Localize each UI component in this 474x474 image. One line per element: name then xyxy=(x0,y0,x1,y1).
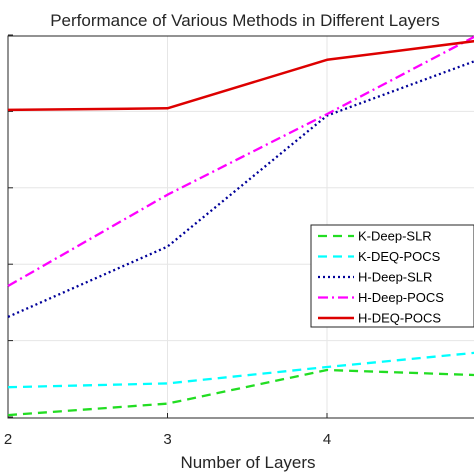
series-line-h-deep-slr xyxy=(7,60,474,318)
x-tick-label: 4 xyxy=(323,431,331,448)
series-line-k-deep-slr xyxy=(7,368,474,417)
series-line-h-deq-pocs xyxy=(7,39,474,112)
x-tick-label: 2 xyxy=(4,431,12,448)
legend-label: H-DEQ-POCS xyxy=(358,311,441,326)
legend-label: K-Deep-SLR xyxy=(358,229,432,244)
legend-label: K-DEQ-POCS xyxy=(358,249,441,264)
x-axis-label: Number of Layers xyxy=(180,453,315,472)
plot-area-frame xyxy=(7,35,474,419)
chart-title: Performance of Various Methods in Differ… xyxy=(50,11,440,30)
legend-label: H-Deep-POCS xyxy=(358,290,444,305)
series-line-k-deq-pocs xyxy=(7,351,474,389)
x-tick-label: 3 xyxy=(163,431,171,448)
tick-layer: 2 3 4 xyxy=(4,34,331,448)
series-layer xyxy=(7,35,474,417)
legend-label: H-Deep-SLR xyxy=(358,270,432,285)
legend: K-Deep-SLR K-DEQ-POCS H-Deep-SLR H-Deep-POC… xyxy=(310,224,474,328)
